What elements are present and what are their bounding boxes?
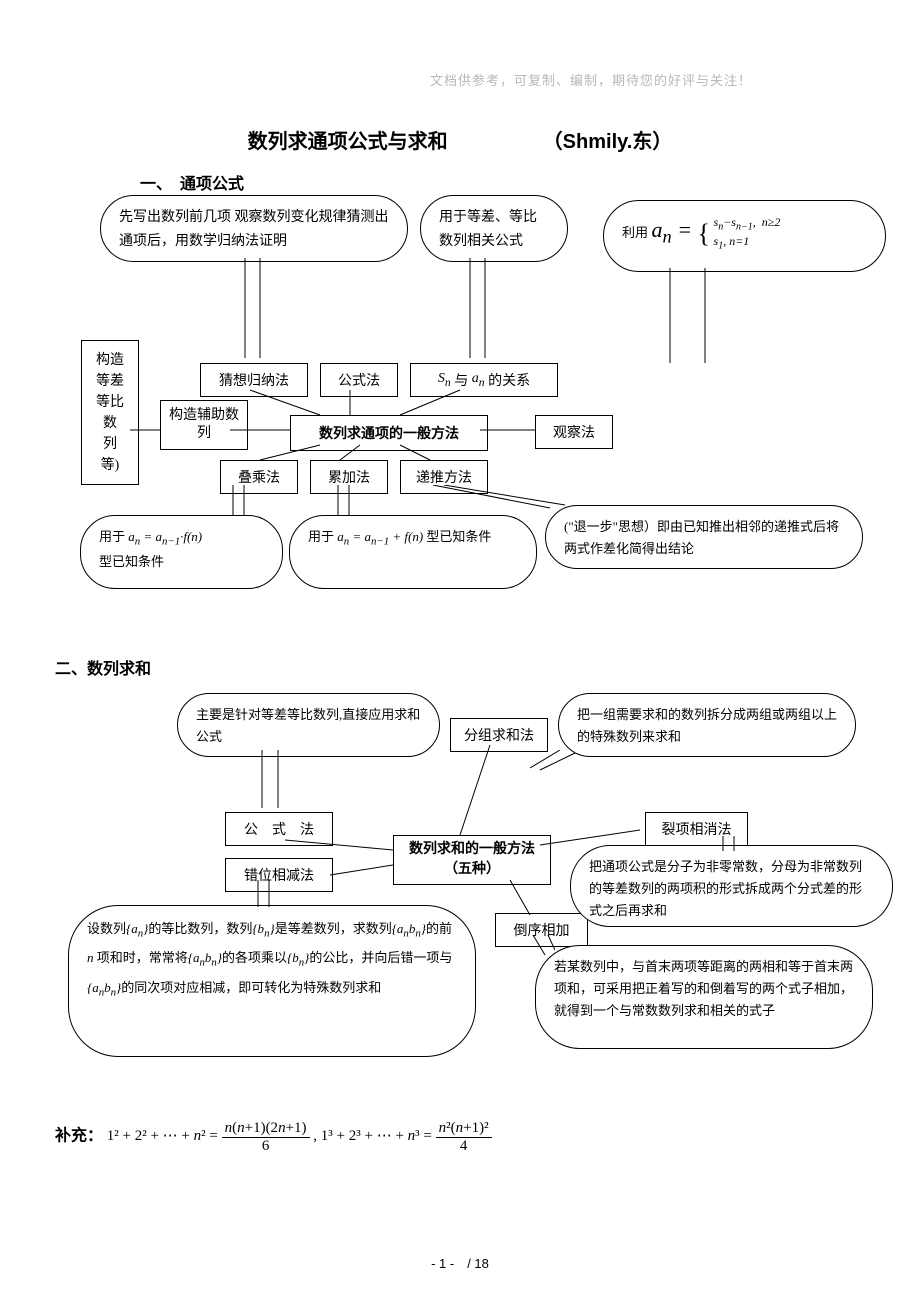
bubble-shift-sub: 设数列{an}的等比数列，数列{bn}是等差数列，求数列{anbn}的前 n 项… [68,905,476,1057]
header-note: 文档供参考，可复制、编制，期待您的好评与关注！ [430,70,752,89]
node-center-seq-general: 数列求通项的一般方法 [290,415,488,451]
supplement-label: 补充： [55,1127,103,1144]
page-title: 数列求通项公式与求和 （Shmily.东） [0,125,920,154]
node-split-sum: 分组求和法 [450,718,548,752]
section1-title: 一、 通项公式 [140,170,244,194]
node-telescope: 裂项相消法 [645,812,748,846]
bubble-add: 用于 an = an−1 + f(n) 型已知条件 [289,515,537,589]
node-construct: 构造等差等比数列等) [81,340,139,485]
bubble-mult: 用于 an = an−1·f(n)型已知条件 [80,515,283,589]
bubble-reverse-add: 若某数列中，与首末两项等距离的两相和等于首末两项和，可采用把正着写的和倒着写的两… [535,945,873,1049]
node-aux-seq: 构造辅助数列 [160,400,248,450]
node-shift-sub: 错位相减法 [225,858,333,892]
bubble-recursive: ("退一步"思想）即由已知推出相邻的递推式后将两式作差化简得出结论 [545,505,863,569]
bubble-telescope: 把通项公式是分子为非零常数，分母为非常数列的等差数列的两项积的形式拆成两个分式差… [570,845,893,927]
bubble-snan: 利用 an = { sn−sn−1, n≥2s1, n=1 [603,200,886,272]
node-reverse-add: 倒序相加 [495,913,588,947]
node-guess: 猜想归纳法 [200,363,308,397]
bubble-split-sum: 把一组需要求和的数列拆分成两组或两组以上的特殊数列来求和 [558,693,856,757]
node-sn-an: Sn 与 an 的关系 [410,363,558,397]
node-recursive: 递推方法 [400,460,488,494]
title-main: 数列求通项公式与求和 [248,131,448,153]
node-observe: 观察法 [535,415,613,449]
node-add: 累加法 [310,460,388,494]
snan-prefix: 利用 [622,225,648,240]
bubble-guess: 先写出数列前几项 观察数列变化规律猜测出通项后，用数学归纳法证明 [100,195,408,262]
node-center-sum: 数列求和的一般方法（五种） [393,835,551,885]
page-footer: - 1 - / 18 [0,1253,920,1272]
node-formula-sum: 公 式 法 [225,812,333,846]
supplement-formula: 补充： 1² + 2² + ⋯ + n² = n(n+1)(2n+1) 6 , … [55,1120,492,1154]
section2-title: 二、数列求和 [55,655,151,679]
bubble-formula: 用于等差、等比数列相关公式 [420,195,568,262]
title-subtitle: （Shmily.东） [543,131,673,153]
node-mult: 叠乘法 [220,460,298,494]
bubble-formula-sum: 主要是针对等差等比数列,直接应用求和公式 [177,693,440,757]
node-formula-method: 公式法 [320,363,398,397]
